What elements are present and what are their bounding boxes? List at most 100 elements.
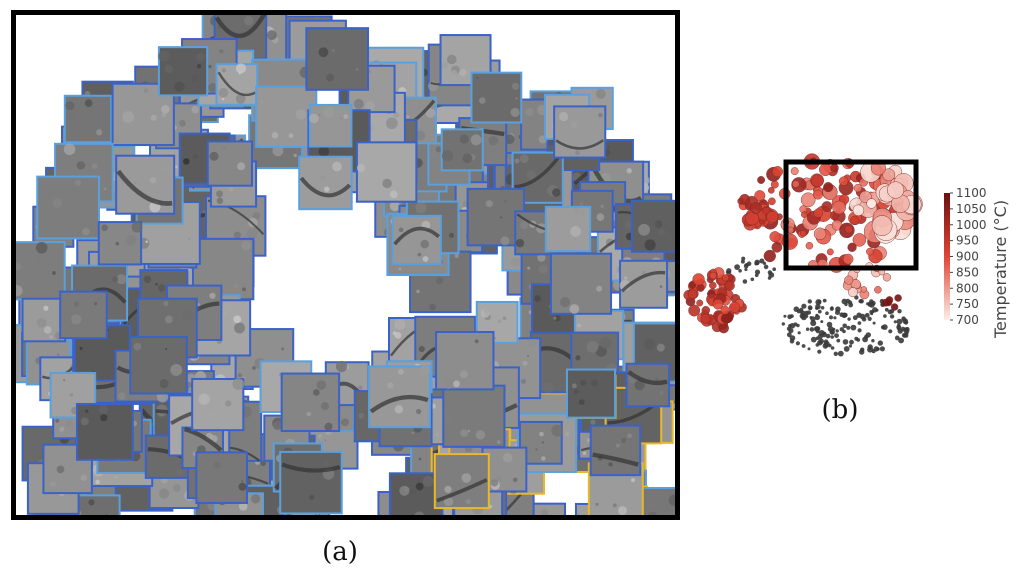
colorbar-tick-label: 1000	[956, 218, 987, 232]
scatter-point	[701, 306, 711, 315]
scatter-point	[896, 318, 903, 325]
scatter-point	[687, 289, 698, 299]
scatter-point	[865, 332, 871, 338]
scatter-point	[720, 314, 731, 324]
micrograph-tile	[565, 368, 617, 419]
scatter-point	[762, 206, 771, 215]
micrograph-tile	[475, 300, 519, 344]
scatter-point	[783, 314, 787, 318]
scatter-point	[874, 286, 882, 294]
scatter-point	[853, 183, 863, 193]
scatter-point	[688, 304, 701, 317]
micrograph-tile	[589, 424, 642, 477]
scatter-point	[754, 190, 766, 202]
micrograph-tile	[195, 451, 248, 504]
scatter-point	[883, 314, 887, 318]
scatter-point	[720, 305, 730, 315]
scatter-point	[807, 347, 811, 351]
scatter-panel: 1100 1050 1000 950 900 850 800 750 700 Temperatu…	[676, 140, 1019, 390]
scatter-point	[834, 333, 839, 338]
scatter-point	[871, 349, 876, 354]
scatter-point	[872, 321, 876, 325]
scatter-point	[829, 315, 833, 320]
scatter-point	[871, 339, 875, 343]
scatter-point	[801, 303, 807, 309]
scatter-point	[772, 267, 776, 271]
scatter-point	[864, 312, 870, 318]
scatter-point	[848, 344, 852, 348]
scatter-point	[877, 340, 883, 346]
scatter-point	[820, 320, 824, 324]
scatter-point	[768, 197, 776, 206]
micrograph-tile	[305, 27, 370, 91]
scatter-point	[810, 174, 824, 188]
scatter-point	[903, 327, 908, 331]
micrograph-tile	[513, 502, 567, 515]
scatter-point	[771, 241, 783, 253]
scatter-point	[757, 176, 766, 184]
scatter-point	[832, 200, 846, 215]
scatter-point	[696, 299, 704, 307]
scatter-point	[813, 227, 827, 241]
scatter-point	[805, 327, 810, 331]
scatter-point	[852, 233, 867, 247]
scatter-point	[848, 287, 858, 298]
scatter-point	[884, 298, 893, 307]
micrograph-tile	[435, 330, 495, 391]
scatter-point	[889, 314, 895, 319]
scatter-point	[833, 351, 838, 356]
micrograph-tile	[16, 241, 66, 301]
scatter-point	[724, 280, 735, 291]
scatter-point	[739, 193, 751, 206]
scatter-point	[858, 299, 863, 304]
scatter-point	[846, 325, 851, 330]
scatter-point	[754, 273, 759, 278]
scatter-point	[786, 332, 792, 338]
scatter-point	[882, 273, 892, 282]
scatter-point	[881, 324, 888, 330]
scatter-point	[786, 326, 791, 331]
micrograph-tile	[63, 94, 113, 144]
scatter-point	[815, 303, 821, 310]
scatter-point	[872, 307, 878, 313]
micrograph-tile	[255, 85, 318, 148]
micrograph-tile	[630, 199, 675, 253]
scatter-point	[847, 242, 857, 252]
scatter-point	[887, 309, 893, 315]
scatter-point	[821, 331, 827, 338]
scatter-point	[862, 336, 868, 343]
micrograph-tile	[368, 365, 431, 429]
scatter-point	[729, 301, 741, 313]
scatter-point	[882, 168, 896, 182]
micrograph-tile	[470, 71, 523, 124]
scatter-point	[810, 320, 817, 327]
scatter-point	[839, 312, 844, 317]
scatter-point	[789, 323, 796, 329]
colorbar-tick-label: 700	[956, 313, 979, 327]
scatter-point	[766, 210, 779, 224]
scatter-point	[801, 344, 806, 348]
panel-a-label: (a)	[322, 537, 358, 567]
scatter-point	[869, 310, 874, 314]
colorbar-label: Temperature (°C)	[991, 200, 1010, 339]
colorbar-tick-label: 850	[956, 265, 979, 279]
scatter-point	[812, 189, 823, 200]
scatter-point	[793, 306, 800, 312]
scatter-point	[835, 306, 841, 312]
scatter-point	[817, 299, 822, 304]
scatter-point	[725, 270, 729, 274]
scatter-point	[817, 349, 822, 354]
micrograph-tile	[97, 221, 143, 266]
micrograph-tile	[129, 336, 188, 395]
scatter-point	[721, 274, 730, 282]
scatter-point	[769, 231, 781, 243]
scatter-point	[902, 318, 908, 324]
scatter-point	[795, 341, 800, 346]
scatter-point	[809, 327, 815, 332]
scatter-point	[830, 306, 834, 310]
micrograph-tile	[440, 128, 484, 172]
scatter-point	[799, 229, 807, 237]
micrograph-tile	[157, 46, 209, 97]
